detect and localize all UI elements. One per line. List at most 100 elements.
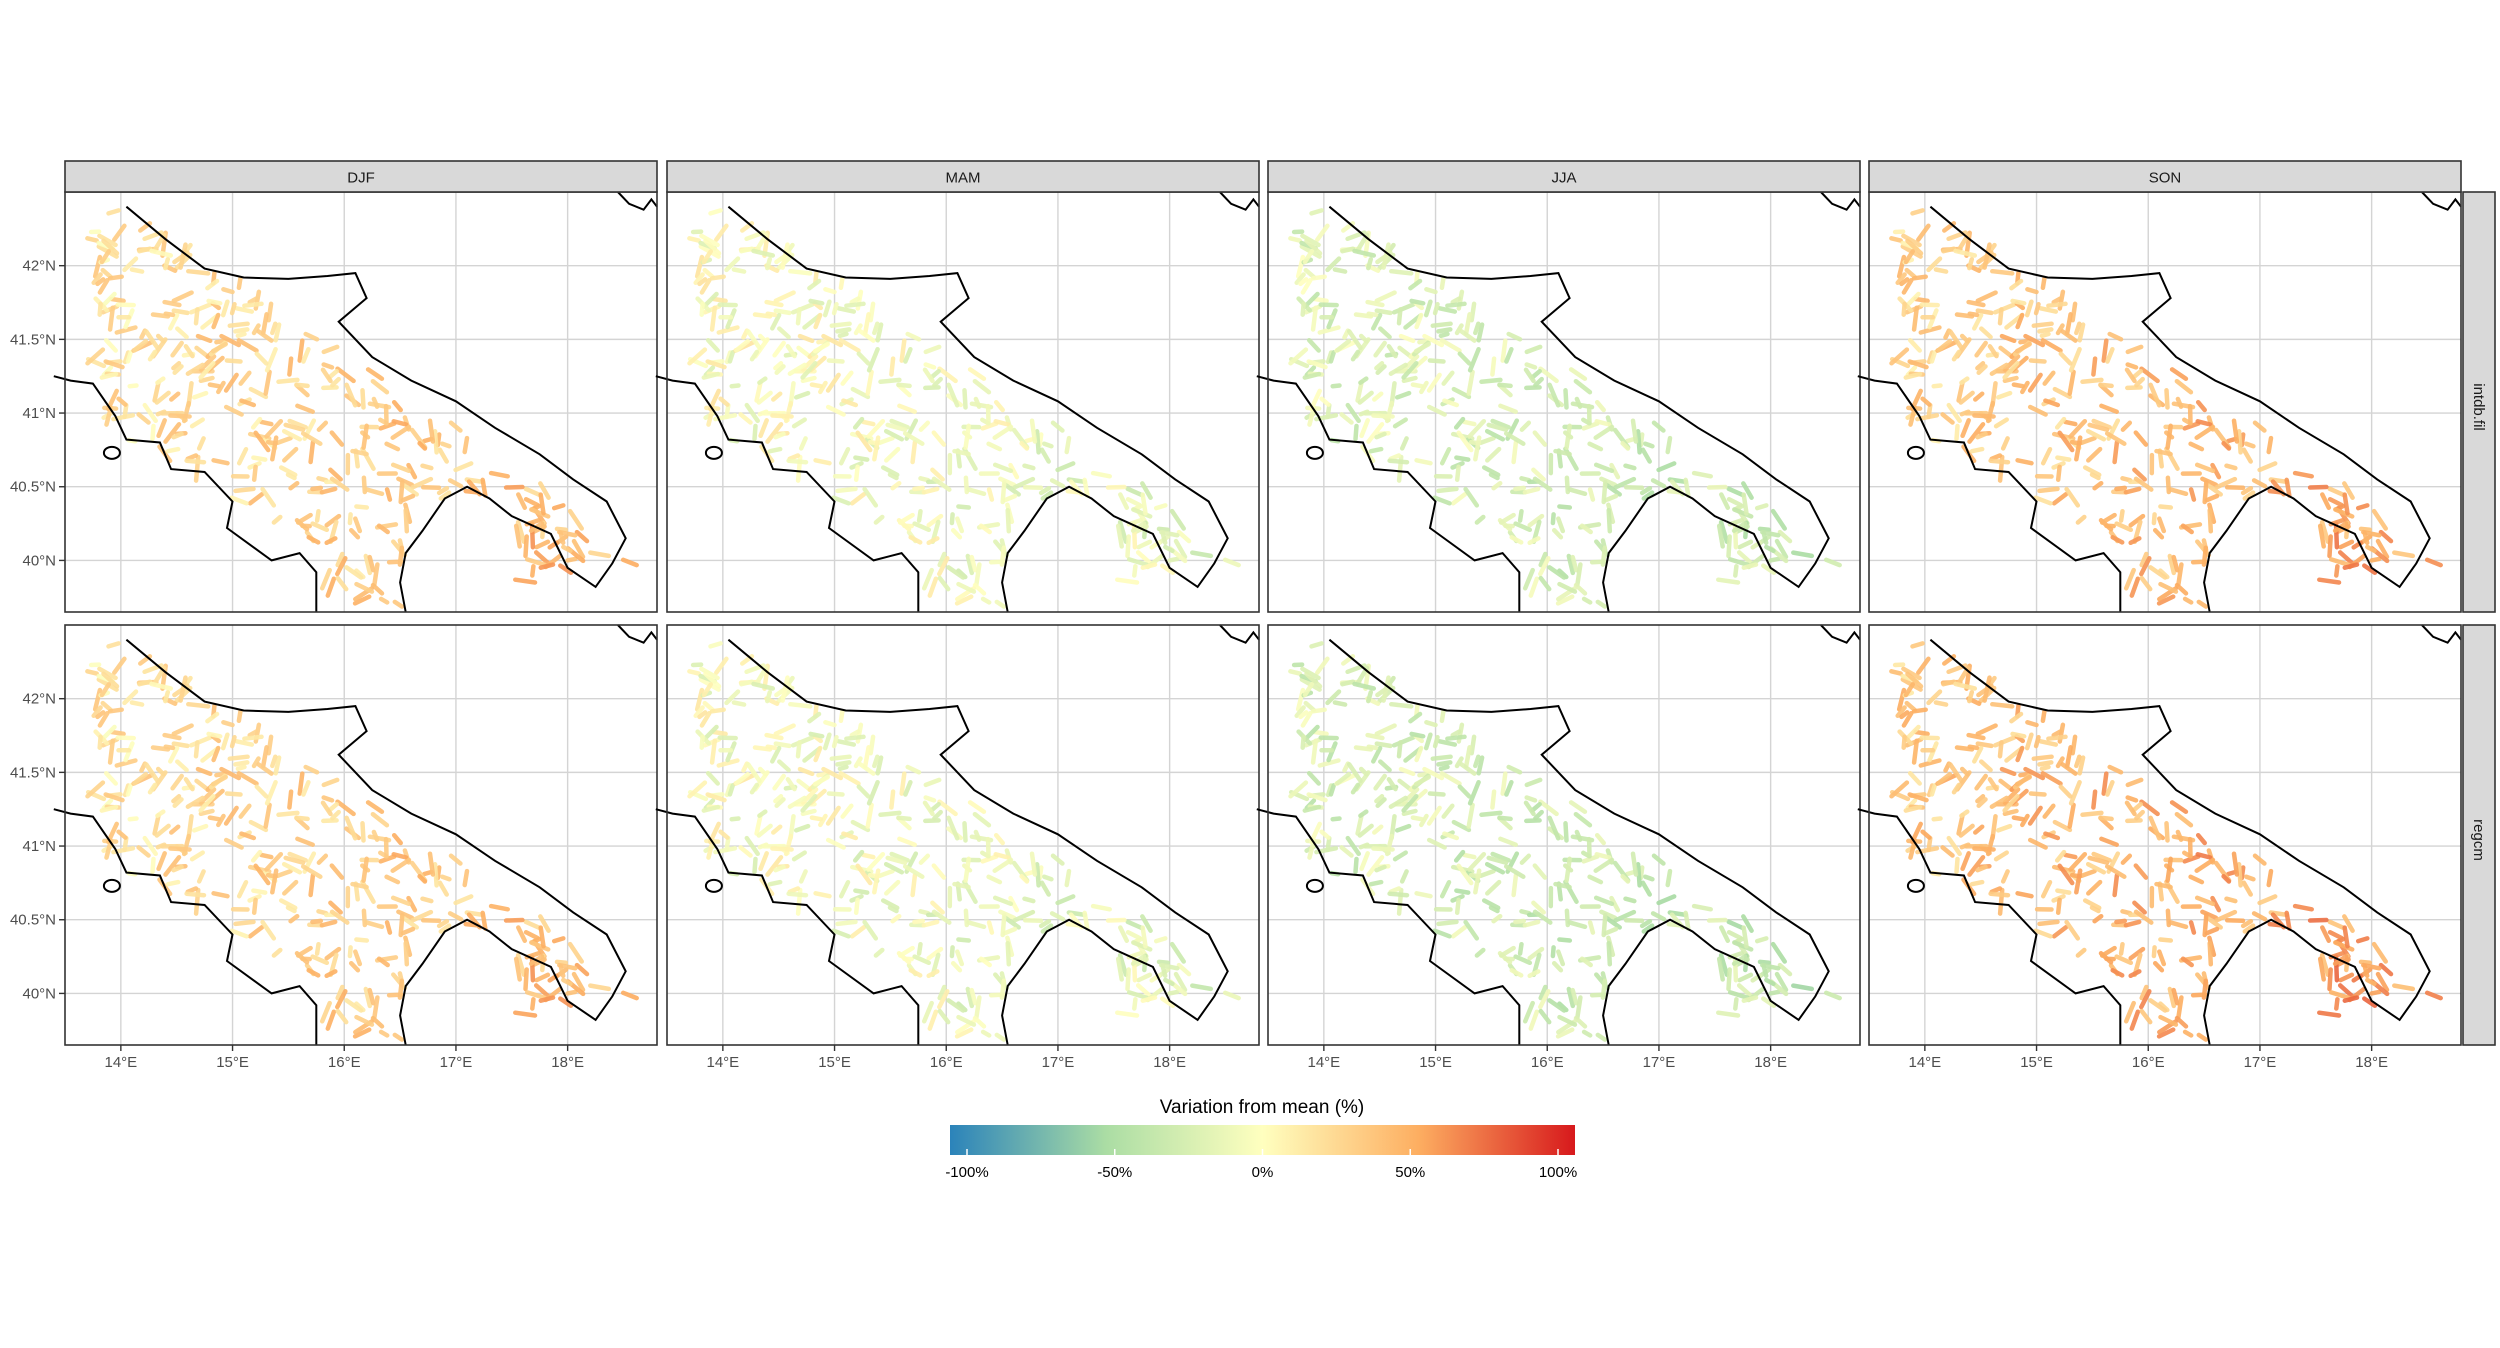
river-segment xyxy=(1547,382,1561,408)
river-segment xyxy=(2033,495,2053,506)
river-segment xyxy=(1967,855,1986,877)
river-segment xyxy=(319,567,332,591)
river-segment xyxy=(1519,853,1532,865)
river-segment xyxy=(1504,346,1514,364)
river-segment xyxy=(841,831,859,841)
river-segment xyxy=(1959,809,1970,818)
river-segment xyxy=(887,472,899,481)
river-segment xyxy=(1727,990,1751,1001)
panel-border xyxy=(666,624,1260,1046)
river-segment xyxy=(1995,823,2013,833)
river-segment xyxy=(1504,779,1514,797)
river-segment xyxy=(972,378,992,395)
river-segment xyxy=(800,354,819,372)
river-segment xyxy=(1306,792,1328,803)
river-segment xyxy=(2123,567,2136,591)
river-segment xyxy=(234,739,255,747)
river-segment xyxy=(1901,233,1922,248)
river-segment xyxy=(1366,855,1385,877)
river-segment xyxy=(1463,745,1472,769)
legend-tick-label: 100% xyxy=(1539,1164,1577,1181)
river-segment xyxy=(932,809,943,821)
river-segment xyxy=(1599,909,1618,921)
river-segment xyxy=(370,1015,385,1029)
river-segment xyxy=(2031,321,2054,328)
river-segment xyxy=(2015,458,2034,466)
river-segment xyxy=(403,940,410,967)
river-segment xyxy=(2104,431,2127,446)
river-segment xyxy=(699,277,712,295)
river-segment xyxy=(2091,789,2098,810)
river-segment xyxy=(1029,418,1038,444)
river-segment xyxy=(2194,857,2216,873)
river-segment xyxy=(224,358,243,364)
river-segment xyxy=(1726,930,1743,941)
river-segment xyxy=(1034,862,1041,888)
river-segment xyxy=(2125,777,2144,788)
coastline-balkan xyxy=(1820,624,1861,644)
river-segment xyxy=(1288,780,1309,799)
river-segment xyxy=(923,344,942,355)
river-segment xyxy=(2114,954,2134,966)
river-segment xyxy=(150,745,171,752)
river-segment xyxy=(885,855,908,865)
river-segment xyxy=(930,900,945,915)
river-segment xyxy=(973,829,982,842)
river-segment xyxy=(1896,687,1907,712)
river-segment xyxy=(236,338,259,353)
river-segment xyxy=(1557,1014,1578,1027)
river-segment xyxy=(955,949,965,967)
river-segment xyxy=(1490,851,1511,863)
river-segment xyxy=(285,905,297,914)
river-segment xyxy=(2086,879,2103,896)
river-segment xyxy=(758,418,769,439)
river-segment xyxy=(862,919,879,941)
river-segment xyxy=(2129,576,2141,598)
river-segment xyxy=(214,771,227,778)
river-segment xyxy=(2052,386,2073,400)
river-segment xyxy=(956,937,972,943)
river-segment xyxy=(1716,523,1725,549)
river-segment xyxy=(923,795,937,803)
river-segment xyxy=(2128,946,2146,961)
river-segment xyxy=(2358,526,2373,532)
river-segment xyxy=(1442,398,1460,408)
river-segment xyxy=(1656,894,1677,906)
river-segment xyxy=(2024,299,2034,318)
river-segment xyxy=(453,894,474,906)
river-segment xyxy=(793,823,811,833)
river-segment xyxy=(2037,760,2054,767)
river-segment xyxy=(835,760,852,767)
river-segment xyxy=(171,741,190,749)
strip-label-mam: MAM xyxy=(946,170,981,187)
river-segment xyxy=(2046,301,2068,308)
river-segment xyxy=(390,857,412,873)
river-segment xyxy=(1940,845,1955,858)
river-segment xyxy=(1551,960,1564,973)
river-segment xyxy=(316,853,329,865)
river-segment xyxy=(974,995,982,1020)
river-segment xyxy=(463,488,479,495)
river-segment xyxy=(1288,236,1302,243)
river-segment xyxy=(1524,818,1542,824)
river-segment xyxy=(1427,358,1446,364)
river-segment xyxy=(1310,707,1327,714)
river-segment xyxy=(1391,735,1416,748)
river-segment xyxy=(2152,527,2165,540)
river-segment xyxy=(248,386,269,400)
river-segment xyxy=(295,512,313,525)
river-segment xyxy=(325,1009,337,1031)
river-segment xyxy=(538,995,556,1003)
river-segment xyxy=(703,671,722,689)
river-segment xyxy=(1419,813,1429,828)
river-segment xyxy=(2107,331,2124,342)
river-segment xyxy=(853,897,860,915)
river-segment xyxy=(2009,278,2024,291)
river-segment xyxy=(2018,338,2031,345)
river-segment xyxy=(2342,481,2355,500)
river-segment xyxy=(2000,436,2010,451)
river-segment xyxy=(714,656,729,675)
river-segment xyxy=(788,701,813,709)
river-segment xyxy=(335,366,356,384)
river-segment xyxy=(798,436,808,451)
